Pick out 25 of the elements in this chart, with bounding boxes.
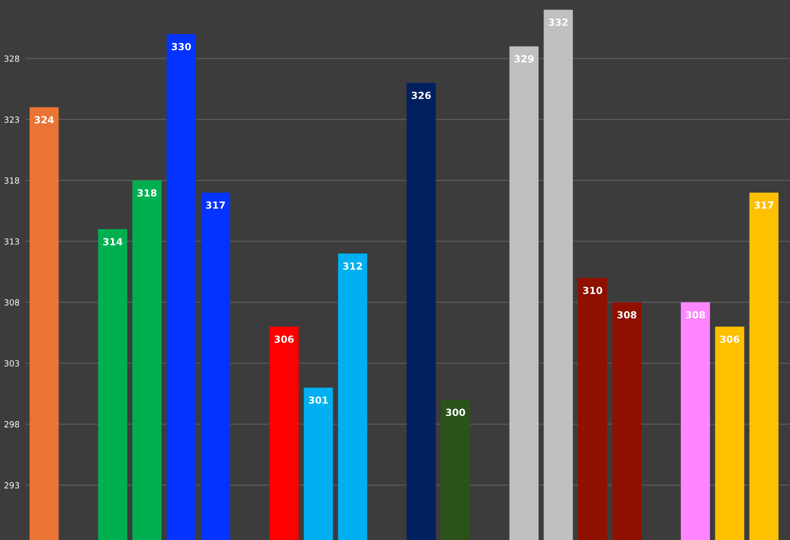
data-label: 308 [686,311,705,318]
y-tick-label: 313 [4,238,20,245]
data-label: 329 [514,55,534,62]
data-label: 332 [548,18,568,26]
y-tick-label: 303 [4,360,20,367]
y-tick-label: 293 [4,482,20,488]
data-label: 318 [137,189,157,197]
data-label: 324 [34,116,54,124]
data-label: 317 [206,201,225,209]
y-tick-label: 318 [4,177,20,184]
data-label: 300 [446,408,466,416]
data-label: 306 [720,336,740,343]
y-tick-label: 308 [4,299,20,306]
data-label: 330 [172,42,191,50]
data-label: 314 [103,238,122,246]
y-tick-label: 323 [4,116,20,123]
data-label: 310 [583,286,602,294]
data-label: 312 [343,262,362,270]
y-tick-label: 298 [4,421,20,428]
data-label: 306 [274,336,294,343]
y-tick-label: 328 [4,55,20,62]
data-label: 317 [754,201,774,209]
data-label: 326 [412,92,431,100]
data-label: 308 [617,311,636,318]
data-label: 301 [308,396,328,404]
